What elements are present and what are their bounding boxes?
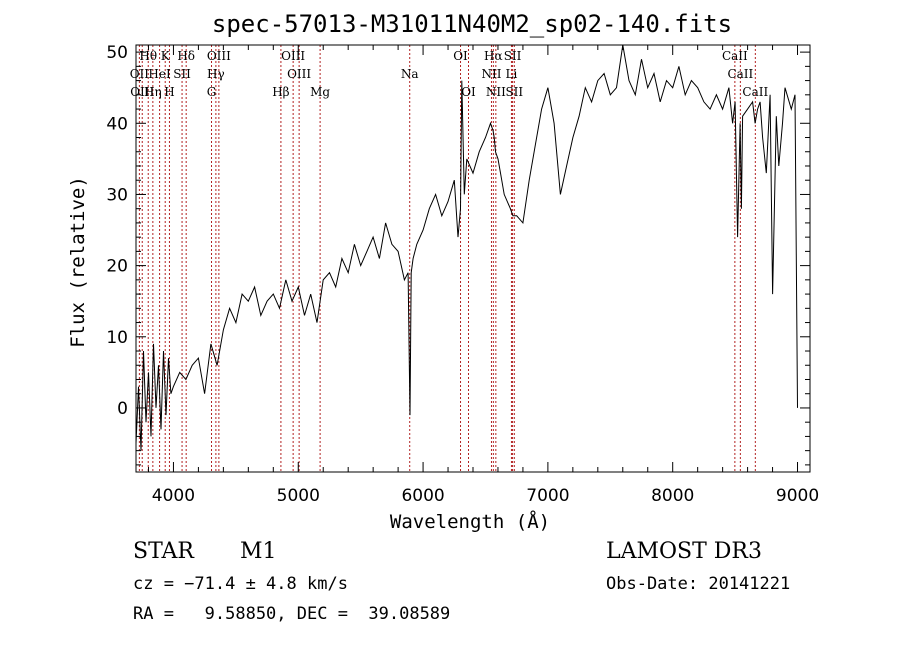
emission-line-label-21: G [207,85,217,99]
plot-frame [135,44,811,473]
survey-name: LAMOST DR3 [606,539,762,564]
emission-line-label-10: HeI [148,67,171,81]
emission-line-label-9: OII [130,67,150,81]
emission-line-label-2: Hδ [177,49,195,63]
x-tick-label-1: 5000 [277,486,320,506]
emission-line-label-20: H [164,85,174,99]
emission-line-label-7: SII [504,49,522,63]
emission-line-label-12: Hγ [207,67,225,81]
emission-line-label-26: SII [505,85,523,99]
emission-line-label-19: Hη [144,85,162,99]
y-tick-label-0: 0 [117,399,128,419]
y-tick-label-5: 50 [106,43,128,63]
emission-line-label-23: Mg [310,85,330,99]
spectrum-line [135,44,798,451]
x-axis-ticks: 4000 5000 6000 7000 8000 9000 [147,45,819,506]
emission-line-label-6: Hα [484,49,503,63]
object-subclass: M1 [240,539,277,564]
y-axis-label: Flux (relative) [67,176,89,348]
object-class: STAR [133,539,194,564]
emission-line-label-3: OIII [207,49,231,63]
emission-line-markers [138,45,756,472]
y-axis-ticks: 0 10 20 30 40 50 [106,43,810,466]
emission-line-label-8: CaII [722,49,748,63]
obs-date: Obs-Date: 20141221 [606,574,791,594]
x-tick-label-3: 7000 [526,486,569,506]
x-tick-label-4: 8000 [651,486,694,506]
x-tick-label-2: 6000 [401,486,444,506]
emission-line-label-17: CaII [727,67,753,81]
emission-line-label-5: OI [453,49,468,63]
y-tick-label-3: 30 [106,185,128,205]
chart-title: spec-57013-M31011N40M2_sp02-140.fits [212,10,732,38]
redshift-cz: cz = −71.4 ± 4.8 km/s [133,574,348,594]
emission-line-label-16: Li [506,67,518,81]
y-tick-label-4: 40 [106,114,128,134]
emission-line-label-27: CaII [742,85,768,99]
emission-line-label-11: SII [173,67,191,81]
emission-line-label-14: Na [401,67,419,81]
emission-line-label-15: NII [481,67,501,81]
x-tick-label-0: 4000 [152,486,195,506]
emission-line-label-4: OIII [281,49,305,63]
emission-line-label-1: K [161,49,171,63]
coordinates: RA = 9.58850, DEC = 39.08589 [133,604,451,624]
emission-line-label-24: OI [461,85,476,99]
emission-line-label-25: NII [486,85,506,99]
y-tick-label-1: 10 [106,328,128,348]
emission-line-label-22: Hβ [272,85,289,99]
x-tick-label-5: 9000 [776,486,819,506]
x-axis-label: Wavelength (Å) [390,510,550,533]
emission-line-label-13: OIII [287,67,311,81]
emission-line-label-0: Hθ [139,49,157,63]
y-tick-label-2: 20 [106,257,128,277]
